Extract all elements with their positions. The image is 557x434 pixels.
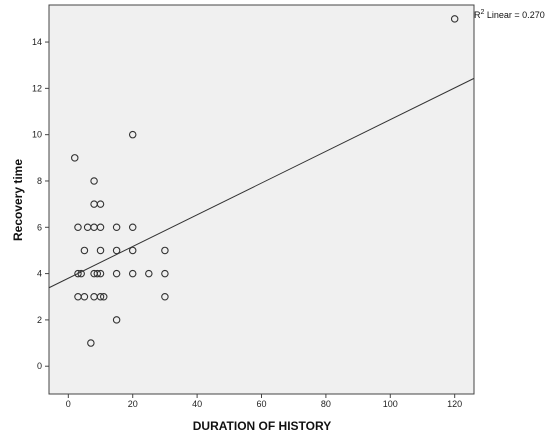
r2-label-sup: 2 bbox=[481, 9, 485, 16]
data-point bbox=[112, 316, 121, 324]
data-point bbox=[145, 269, 153, 278]
data-point bbox=[128, 223, 137, 232]
x-tick-label: 0 bbox=[66, 399, 71, 409]
x-tick-label: 20 bbox=[128, 399, 138, 409]
x-tick-label: 40 bbox=[192, 399, 202, 409]
r2-label: R2 Linear = 0.270 bbox=[474, 9, 545, 20]
y-tick-label: 8 bbox=[37, 176, 42, 186]
x-tick-label: 80 bbox=[321, 399, 331, 409]
data-point bbox=[80, 246, 89, 255]
data-point bbox=[74, 269, 82, 278]
data-point bbox=[96, 200, 105, 208]
y-tick-label: 12 bbox=[32, 83, 42, 93]
fit-line bbox=[48, 77, 475, 289]
data-point bbox=[112, 223, 121, 232]
data-point bbox=[96, 223, 105, 232]
y-axis-title: Recovery time bbox=[11, 159, 25, 241]
y-tick-label: 10 bbox=[32, 130, 42, 140]
y-tick-label: 0 bbox=[37, 361, 42, 371]
data-point bbox=[450, 15, 459, 23]
y-tick-label: 14 bbox=[32, 37, 42, 47]
data-point bbox=[128, 269, 137, 278]
data-point bbox=[80, 292, 89, 301]
data-point bbox=[74, 223, 82, 232]
x-tick-label: 120 bbox=[447, 399, 462, 409]
data-point bbox=[96, 269, 105, 278]
data-point bbox=[99, 292, 108, 301]
data-point bbox=[161, 269, 169, 278]
r2-label-prefix: R bbox=[474, 10, 481, 20]
data-point bbox=[128, 246, 137, 255]
y-tick-label: 6 bbox=[37, 222, 42, 232]
data-point bbox=[112, 246, 121, 255]
plot-area bbox=[48, 4, 475, 395]
data-point bbox=[161, 292, 169, 301]
data-point bbox=[96, 292, 105, 301]
data-point bbox=[87, 339, 95, 347]
y-tick-label: 4 bbox=[37, 269, 42, 279]
r2-label-suffix: Linear = 0.270 bbox=[484, 10, 544, 20]
data-point bbox=[93, 269, 102, 278]
data-point bbox=[161, 246, 169, 255]
data-point bbox=[71, 154, 79, 162]
data-point bbox=[112, 269, 121, 278]
axis-ticks: 0 20 40 60 80 100 120 0 2 4 6 8 10 12 14 bbox=[32, 37, 462, 409]
data-point bbox=[128, 130, 137, 139]
x-axis-title: DURATION OF HISTORY bbox=[193, 419, 331, 433]
data-points bbox=[71, 15, 459, 347]
x-tick-label: 60 bbox=[256, 399, 266, 409]
data-point bbox=[90, 177, 98, 185]
data-point bbox=[96, 246, 105, 255]
x-tick-label: 100 bbox=[383, 399, 398, 409]
y-tick-label: 2 bbox=[37, 315, 42, 325]
